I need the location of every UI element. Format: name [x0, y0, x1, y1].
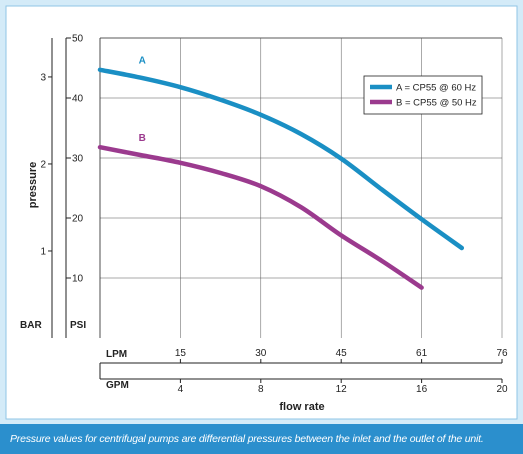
bar-unit-label: BAR: [20, 320, 42, 331]
series-a-line: [97, 67, 465, 251]
y-axis-label: pressure: [27, 162, 39, 208]
series-a-label: A: [139, 56, 146, 67]
lpm-unit-label: LPM: [106, 349, 127, 360]
gpm-tick-label: 4: [178, 384, 184, 395]
psi-tick-label: 30: [72, 154, 84, 165]
legend-box: [363, 75, 483, 115]
series-layer: AB: [97, 56, 465, 290]
lpm-tick-label: 61: [416, 348, 428, 359]
psi-tick-label: 50: [72, 34, 84, 45]
bar-tick-label: 1: [40, 246, 46, 257]
lpm-tick-label: 76: [496, 348, 508, 359]
gpm-tick-label: 12: [336, 384, 348, 395]
gpm-unit-label: GPM: [106, 380, 129, 391]
gpm-tick-label: 16: [416, 384, 428, 395]
psi-tick-label: 40: [72, 94, 84, 105]
lpm-tick-label: 45: [336, 348, 348, 359]
psi-tick-label: 10: [72, 274, 84, 285]
bar-tick-label: 3: [40, 72, 46, 83]
series-b-label: B: [139, 133, 146, 144]
psi-tick-label: 20: [72, 214, 84, 225]
caption: Pressure values for centrifugal pumps ar…: [0, 424, 523, 454]
lpm-tick-label: 15: [175, 348, 187, 359]
x-axis-label: flow rate: [279, 401, 324, 413]
gpm-tick-label: 8: [258, 384, 264, 395]
legend-entry-b: B = CP55 @ 50 Hz: [396, 98, 477, 109]
gpm-tick-label: 20: [496, 384, 508, 395]
psi-unit-label: PSI: [70, 320, 86, 331]
series-b-line: [97, 144, 424, 290]
legend: A = CP55 @ 60 Hz B = CP55 @ 50 Hz: [363, 75, 483, 115]
panel-border: [5, 5, 518, 420]
lpm-tick-label: 30: [255, 348, 267, 359]
legend-entry-a: A = CP55 @ 60 Hz: [396, 83, 476, 94]
bar-tick-label: 2: [40, 159, 46, 170]
